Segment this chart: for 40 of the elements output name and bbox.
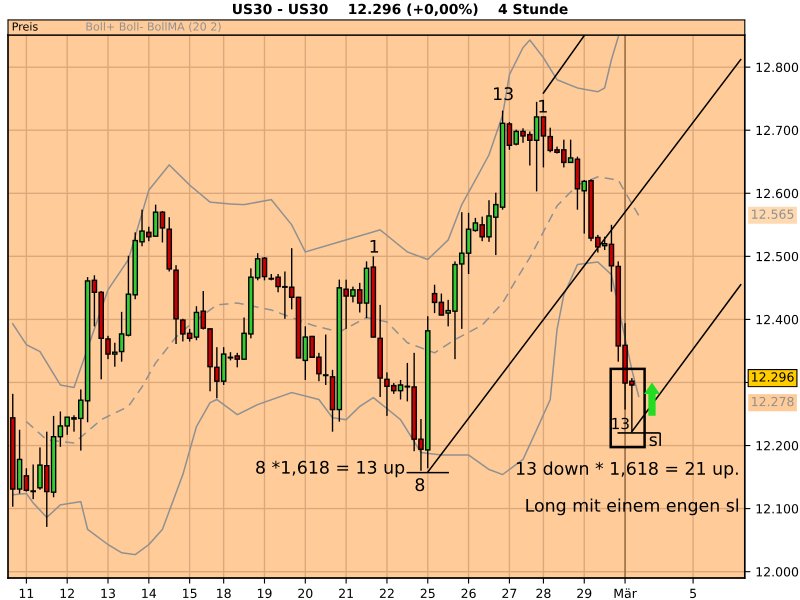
text: 12.296 <box>752 372 794 382</box>
x-tick-label: 5 <box>690 588 696 598</box>
x-tick-label: 21 <box>339 588 353 598</box>
y-tick-label: 12.800 <box>756 62 798 72</box>
y-tick-label: 12.400 <box>756 314 798 324</box>
y-tick-label: 12.200 <box>756 441 798 450</box>
x-tick-label: 12 <box>60 588 74 598</box>
text: Boll+ Boll- BollMA (20 2) <box>86 22 221 32</box>
x-tick-label: 18 <box>217 588 231 598</box>
text: Preis <box>12 22 38 31</box>
x-tick-label: 28 <box>536 588 551 598</box>
text: 12.278 <box>752 396 794 406</box>
annotation: 1 <box>539 100 547 113</box>
x-tick-label: 13 <box>101 588 115 598</box>
x-tick-label: 20 <box>298 588 312 598</box>
x-tick-label: 26 <box>462 588 476 598</box>
annotation: Long mit einem engen sl <box>526 498 738 516</box>
y-tick-label: 12.600 <box>756 188 798 198</box>
annotation: 13 <box>494 87 513 100</box>
annotation: 13 <box>612 418 629 430</box>
y-tick-label: 12.100 <box>756 504 798 514</box>
x-tick-label: 29 <box>577 588 592 598</box>
annotation: sl <box>650 432 661 446</box>
x-tick-label: 14 <box>142 588 156 598</box>
x-tick-label: 19 <box>258 588 272 598</box>
annotation: 8 *1,618 = 13 up <box>256 460 404 478</box>
x-tick-label: 22 <box>380 588 394 598</box>
chart-title: US30 - US30 12.296 (+0,00%) 4 Stunde <box>233 3 568 16</box>
y-tick-label: 12.000 <box>756 567 798 577</box>
x-tick-label: 27 <box>502 588 516 598</box>
x-tick-label: 11 <box>20 588 34 598</box>
y-tick-label: 12.500 <box>756 252 798 262</box>
y-tick-label: 12.700 <box>756 126 798 136</box>
annotation: 1 <box>370 240 378 253</box>
x-tick-label: 15 <box>183 588 197 598</box>
annotation: 13 down * 1,618 = 21 up. <box>516 462 738 478</box>
x-tick-label: Mär <box>614 588 637 598</box>
annotation: 8 <box>416 478 424 492</box>
text: 12.565 <box>752 209 794 219</box>
x-tick-label: 25 <box>420 588 435 598</box>
